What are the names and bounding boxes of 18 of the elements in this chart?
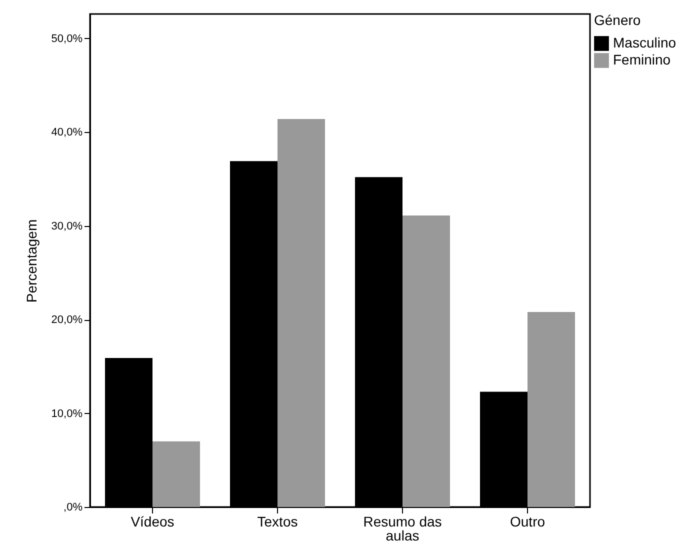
legend-title: Género <box>594 12 641 28</box>
legend-label: Feminino <box>613 52 671 68</box>
bar <box>278 118 325 507</box>
x-tick-label: Outro <box>510 514 546 530</box>
x-tick-label: Vídeos <box>130 514 174 530</box>
legend-label: Masculino <box>613 34 676 50</box>
y-tick-label: ,0% <box>64 502 83 514</box>
x-tick-label: Resumo das aulas <box>363 514 442 544</box>
y-tick-label: 50,0% <box>51 32 83 45</box>
y-tick-label: 40,0% <box>51 126 83 139</box>
x-tick-label: Textos <box>257 514 298 530</box>
y-tick-label: 10,0% <box>51 408 83 420</box>
y-axis-title: Percentagem <box>23 219 40 303</box>
bar <box>402 216 450 507</box>
bar <box>152 441 200 507</box>
y-tick-label: 20,0% <box>51 314 83 326</box>
y-tick-label: 30,0% <box>51 220 83 232</box>
bar <box>528 312 575 507</box>
